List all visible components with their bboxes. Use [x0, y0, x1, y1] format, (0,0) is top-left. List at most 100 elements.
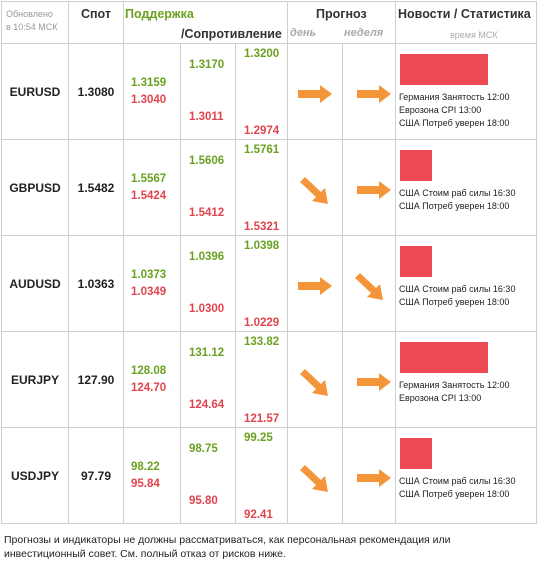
forecast-week-cell [342, 427, 397, 524]
news-list: Германия Занятость 12:00 Еврозона CPI 13:… [399, 91, 510, 130]
support-label: Поддержка [125, 7, 194, 21]
level3-cell: 1.0398 1.0229 [234, 235, 289, 332]
level3-resistance: 133.82 [244, 336, 280, 348]
forecast-week-cell [342, 43, 397, 140]
level1-cell: 128.08 124.70 [123, 331, 181, 428]
symbol-label: USDJPY [10, 469, 60, 483]
level2-cell: 131.12 124.64 [180, 331, 236, 428]
updated-cell: Обновлено в 10:54 МСК [1, 1, 69, 44]
disclaimer-text: Прогнозы и индикаторы не должны рассматр… [4, 534, 451, 560]
level3-resistance: 1.3200 [244, 48, 280, 60]
news-item: США Потреб уверен 18:00 [399, 297, 510, 307]
news-list: Германия Занятость 12:00 Еврозона CPI 13:… [399, 379, 510, 405]
level1-resistance: 1.0373 [131, 269, 167, 281]
spot-cell: 127.90 [68, 331, 124, 428]
news-item: США Потреб уверен 18:00 [399, 201, 510, 211]
forecast-day-cell [287, 427, 344, 524]
news-importance-bar [400, 438, 433, 469]
spot-cell: 1.5482 [68, 139, 124, 236]
level2-resistance: 98.75 [189, 443, 218, 455]
level2-support: 1.3011 [189, 111, 224, 123]
level3-resistance: 1.0398 [244, 240, 280, 252]
news-label: Новости / Статистика [398, 7, 531, 21]
levels-header: Поддержка /Сопротивление [122, 1, 289, 44]
spot-header: Спот [68, 1, 124, 44]
spot-value: 1.0363 [77, 277, 115, 291]
news-importance-bar [400, 246, 433, 277]
news-cell: США Стоим раб силы 16:30 США Потреб увере… [395, 235, 538, 332]
news-cell: Германия Занятость 12:00 Еврозона CPI 13:… [395, 43, 538, 140]
spot-value: 1.5482 [77, 181, 115, 195]
news-item: США Стоим раб силы 16:30 [399, 476, 516, 486]
level2-support: 124.64 [189, 399, 225, 411]
level1-support: 1.0349 [131, 286, 167, 298]
level1-support: 124.70 [131, 382, 167, 394]
level3-resistance: 99.25 [244, 432, 273, 444]
level2-resistance: 131.12 [189, 347, 225, 359]
news-cell: Германия Занятость 12:00 Еврозона CPI 13:… [395, 331, 538, 428]
symbol-label: EURJPY [10, 373, 60, 387]
forecast-week-cell [342, 235, 397, 332]
symbol-cell: GBPUSD [1, 139, 69, 236]
level1-support: 1.5424 [131, 190, 167, 202]
forecast-day-cell [287, 139, 344, 236]
level1-resistance: 128.08 [131, 365, 167, 377]
forecast-header: Прогноз день неделя [287, 1, 397, 44]
table-row: GBPUSD 1.5482 1.5567 1.5424 1.5606 1.5412 1.57… [1, 139, 538, 236]
arrow-right-icon [298, 85, 333, 108]
level2-support: 1.0300 [189, 303, 225, 315]
level2-resistance: 1.0396 [189, 251, 225, 263]
table-row: AUDUSD 1.0363 1.0373 1.0349 1.0396 1.0300 1.03… [1, 235, 538, 332]
level3-support: 1.5321 [244, 221, 280, 233]
forecast-day-cell [287, 235, 344, 332]
level1-cell: 1.3159 1.3040 [123, 43, 181, 140]
arrow-down-right-icon [300, 465, 330, 498]
level3-cell: 99.25 92.41 [234, 427, 289, 524]
day-label: день [290, 27, 317, 39]
level2-resistance: 1.3170 [189, 59, 225, 71]
level2-support: 1.5412 [189, 207, 225, 219]
news-list: США Стоим раб силы 16:30 США Потреб увере… [399, 283, 515, 309]
level3-support: 92.41 [244, 509, 273, 521]
updated-label: Обновлено [6, 9, 53, 19]
header-row: Обновлено в 10:54 МСК Спот Поддержка /Со… [1, 1, 538, 44]
spot-cell: 1.3080 [68, 43, 124, 140]
arrow-right-icon [357, 469, 392, 492]
symbol-label: EURUSD [9, 85, 61, 99]
level2-support: 95.80 [189, 495, 218, 507]
level3-resistance: 1.5761 [244, 144, 280, 156]
level2-cell: 98.75 95.80 [180, 427, 236, 524]
spot-cell: 97.79 [68, 427, 124, 524]
arrow-down-right-icon [300, 177, 330, 210]
symbol-cell: USDJPY [1, 427, 69, 524]
forex-table: Обновлено в 10:54 МСК Спот Поддержка /Со… [1, 1, 538, 524]
arrow-right-icon [357, 373, 392, 396]
week-label: неделя [344, 27, 384, 39]
symbol-label: GBPUSD [9, 181, 61, 195]
symbol-cell: AUDUSD [1, 235, 69, 332]
spot-value: 97.79 [80, 469, 112, 483]
news-header: Новости / Статистика время МСК [395, 1, 538, 44]
spot-value: 1.3080 [77, 85, 115, 99]
symbol-cell: EURJPY [1, 331, 69, 428]
news-item: Германия Занятость 12:00 [399, 92, 510, 102]
level3-support: 1.2974 [244, 125, 280, 137]
level1-cell: 98.22 95.84 [123, 427, 181, 524]
news-list: США Стоим раб силы 16:30 США Потреб увере… [399, 187, 515, 213]
news-item: США Потреб уверен 18:00 [399, 118, 510, 128]
spot-header-label: Спот [80, 7, 112, 21]
news-list: США Стоим раб силы 16:30 США Потреб увере… [399, 475, 515, 501]
level1-support: 1.3040 [131, 94, 167, 106]
level3-cell: 1.3200 1.2974 [234, 43, 289, 140]
news-item: США Потреб уверен 18:00 [399, 489, 510, 499]
level2-cell: 1.5606 1.5412 [180, 139, 236, 236]
news-cell: США Стоим раб силы 16:30 США Потреб увере… [395, 139, 538, 236]
resistance-label: /Сопротивление [181, 27, 282, 41]
arrow-down-right-icon [300, 369, 330, 402]
news-cell: США Стоим раб силы 16:30 США Потреб увере… [395, 427, 538, 524]
news-item: Германия Занятость 12:00 [399, 380, 510, 390]
news-importance-bar [400, 54, 489, 85]
level1-resistance: 1.5567 [131, 173, 167, 185]
level3-support: 1.0229 [244, 317, 280, 329]
level1-cell: 1.0373 1.0349 [123, 235, 181, 332]
